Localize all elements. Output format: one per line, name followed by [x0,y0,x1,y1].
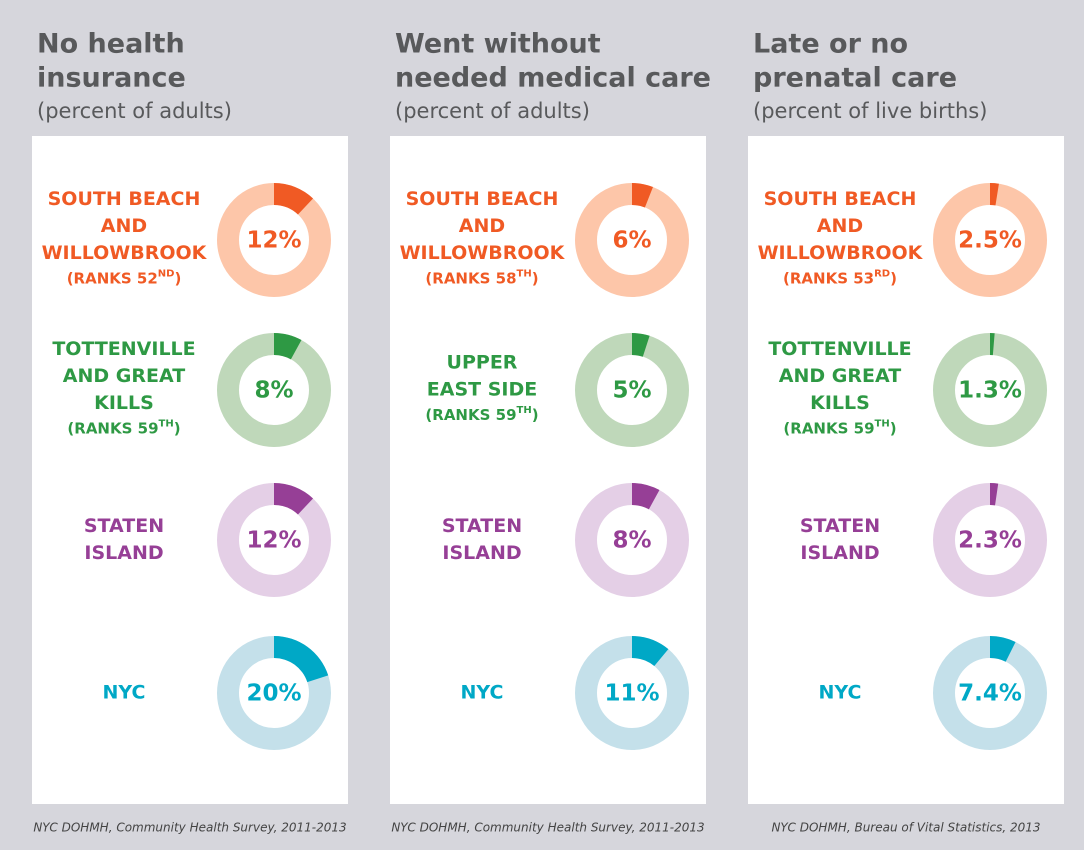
donut-slice [274,636,329,683]
rank-part: ) [174,269,181,287]
panel [32,136,348,804]
rank-part: ) [532,406,539,424]
panel-title: prenatal care [753,63,957,94]
donut-slice [990,636,1016,662]
panel [390,136,706,804]
row-label: ISLAND [442,542,521,564]
rank-part: (RANKS 52 [67,269,158,287]
rank-part: (RANKS 59 [425,406,516,424]
row-label: WILLOWBROOK [400,242,566,264]
rank-label: (RANKS 52ND) [67,268,182,287]
panel-title: No health [37,29,185,60]
value-label: 12% [246,228,301,254]
row-label: KILLS [810,392,870,414]
value-label: 8% [612,528,651,554]
rank-part: (RANKS 59 [67,419,158,437]
rank-part: TH [517,268,532,279]
value-label: 1.3% [958,378,1022,404]
value-label: 12% [246,528,301,554]
row-label: NYC [103,682,146,704]
value-label: 7.4% [958,681,1022,707]
donut-slice [632,636,669,667]
panel-title: Late or no [753,29,908,60]
source: NYC DOHMH, Bureau of Vital Statistics, 2… [771,821,1040,835]
panel-subtitle: (percent of adults) [395,99,590,123]
row-label: TOTTENVILLE [768,338,911,360]
value-label: 2.3% [958,528,1022,554]
row-label: UPPER [447,352,518,374]
panel [748,136,1064,804]
row-label: ISLAND [800,542,879,564]
row-label: WILLOWBROOK [42,242,208,264]
value-label: 11% [604,681,659,707]
donut-slice [632,182,653,208]
rank-part: RD [874,268,890,279]
rank-part: ND [158,268,175,279]
donut-slice [990,483,999,506]
rank-part: TH [517,405,532,416]
panel-title: insurance [37,63,186,94]
value-label: 20% [246,681,301,707]
row-label: AND GREAT [779,365,901,387]
rank-part: ) [890,419,897,437]
rank-part: TH [159,418,174,429]
rank-part: ) [532,269,539,287]
rank-label: (RANKS 58TH) [425,268,538,287]
panel-subtitle: (percent of live births) [753,99,987,123]
donut-slice [274,183,314,215]
row-label: WILLOWBROOK [758,242,924,264]
row-label: SOUTH BEACH [764,188,917,210]
rank-label: (RANKS 59TH) [425,405,538,424]
row-label: AND [101,215,147,237]
rank-part: (RANKS 58 [425,269,516,287]
row-label: NYC [819,682,862,704]
rank-part: (RANKS 59 [783,419,874,437]
rank-label: (RANKS 59TH) [67,418,180,437]
donut-slice [274,333,302,360]
row-label: ISLAND [84,542,163,564]
rank-part: ) [174,419,181,437]
source: NYC DOHMH, Community Health Survey, 2011… [391,821,704,835]
row-label: TOTTENVILLE [52,338,195,360]
rank-part: TH [875,418,890,429]
value-label: 6% [612,228,651,254]
donut-slice [990,182,999,206]
row-label: SOUTH BEACH [406,188,559,210]
source: NYC DOHMH, Community Health Survey, 2011… [33,821,346,835]
value-label: 8% [254,378,293,404]
row-label: EAST SIDE [427,379,537,401]
rank-part: (RANKS 53 [783,269,874,287]
rank-label: (RANKS 59TH) [783,418,896,437]
row-label: AND [817,215,863,237]
donut-slice [990,333,995,356]
rank-part: ) [890,269,897,287]
panel-title: needed medical care [395,63,711,94]
row-label: KILLS [94,392,154,414]
value-label: 5% [612,378,651,404]
row-label: STATEN [800,515,880,537]
row-label: STATEN [442,515,522,537]
value-label: 2.5% [958,228,1022,254]
panel-title: Went without [395,29,601,60]
donut-slice [632,483,660,510]
row-label: STATEN [84,515,164,537]
row-label: AND GREAT [63,365,185,387]
row-label: SOUTH BEACH [48,188,201,210]
donut-slice [274,483,314,515]
rank-label: (RANKS 53RD) [783,268,897,287]
donut-slice [632,333,650,357]
row-label: AND [459,215,505,237]
panel-subtitle: (percent of adults) [37,99,232,123]
row-label: NYC [461,682,504,704]
